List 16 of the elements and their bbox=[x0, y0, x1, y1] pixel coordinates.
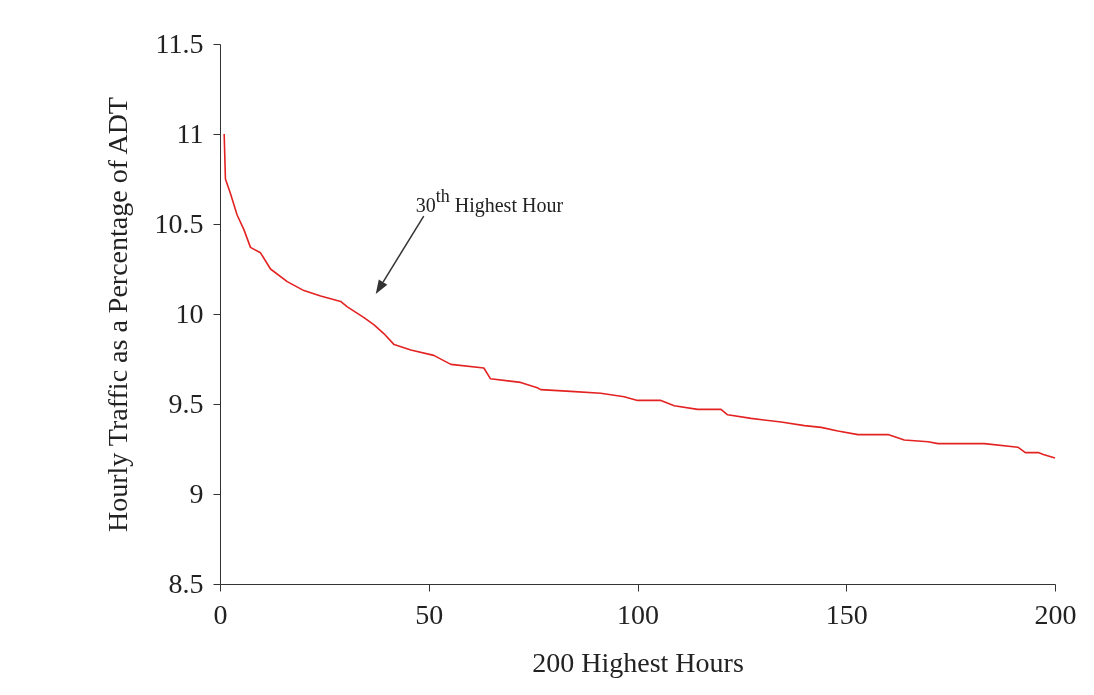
x-tick-label: 200 bbox=[1034, 598, 1077, 630]
y-tick-label: 9.5 bbox=[168, 387, 204, 419]
x-tick-label: 150 bbox=[825, 598, 868, 630]
x-tick-label: 50 bbox=[415, 598, 444, 630]
line-series bbox=[223, 133, 1056, 459]
annotation: 30$^{th}$ Highest Hour bbox=[415, 186, 564, 218]
x-axis-title: 200 Highest Hours bbox=[532, 646, 744, 678]
y-tick-label: 11 bbox=[176, 117, 204, 149]
y-axis-title: Hourly Traffic as a Percentage of ADT bbox=[101, 97, 133, 532]
y-tick-label: 11.5 bbox=[155, 27, 204, 59]
y-tick-label: 10.5 bbox=[154, 207, 204, 239]
y-tick-label: 8.5 bbox=[168, 567, 204, 599]
x-tick-label: 100 bbox=[617, 598, 659, 630]
y-tick-label: 10 bbox=[175, 297, 204, 329]
y-tick-label: 9 bbox=[189, 477, 204, 509]
x-tick-label: 0 bbox=[213, 598, 228, 630]
